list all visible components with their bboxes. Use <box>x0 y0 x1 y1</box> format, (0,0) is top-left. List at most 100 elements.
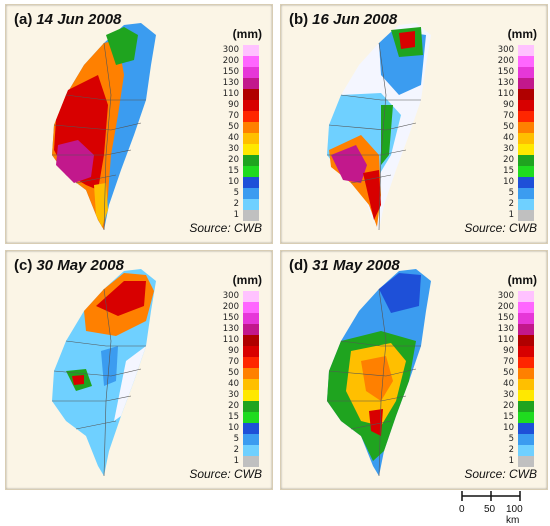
legend-row: 1 <box>215 210 259 221</box>
legend-swatch <box>243 78 259 89</box>
legend-row: 40 <box>490 379 534 390</box>
legend-swatch <box>243 401 259 412</box>
legend-level-label: 130 <box>222 324 239 334</box>
legend-level-label: 20 <box>503 401 514 411</box>
scale-bar: 0 50 100 km <box>458 488 528 526</box>
legend-row: 90 <box>215 346 259 357</box>
county-lines-d <box>327 288 421 477</box>
legend-swatch <box>243 166 259 177</box>
legend-row: 200 <box>490 302 534 313</box>
legend-row: 2 <box>490 199 534 210</box>
legend-row: 90 <box>490 100 534 111</box>
legend-level-label: 150 <box>497 67 514 77</box>
legend-swatch <box>243 379 259 390</box>
legend-row: 130 <box>490 78 534 89</box>
legend-swatch <box>518 89 534 100</box>
rainfall-map-a <box>52 23 156 231</box>
legend-row: 15 <box>215 412 259 423</box>
legend-swatch <box>243 199 259 210</box>
legend-level-label: 2 <box>233 445 239 455</box>
legend-row: 50 <box>215 122 259 133</box>
legend-swatch <box>243 111 259 122</box>
legend-level-label: 90 <box>503 346 514 356</box>
legend-swatch <box>518 100 534 111</box>
legend-row: 2 <box>215 445 259 456</box>
legend-swatch <box>243 335 259 346</box>
source-label-b: Source: CWB <box>464 221 537 235</box>
legend-swatch <box>518 401 534 412</box>
legend-swatch <box>243 445 259 456</box>
legend-swatch <box>243 346 259 357</box>
panel-title-d: (d) 31 May 2008 <box>289 257 400 274</box>
taiwan-island-a <box>52 23 156 230</box>
legend-row: 70 <box>215 357 259 368</box>
legend-row: 30 <box>490 144 534 155</box>
legend-level-label: 15 <box>503 166 514 176</box>
legend-row: 5 <box>490 434 534 445</box>
legend-row: 110 <box>490 89 534 100</box>
legend-level-label: 300 <box>222 291 239 301</box>
legend-row: 1 <box>215 456 259 467</box>
panel-b: (b) 16 Jun 2008 (mm) 300 200 150 130 110 90 70 5… <box>280 4 548 244</box>
scale-label-100: 100 km <box>506 504 523 526</box>
legend-row: 50 <box>215 368 259 379</box>
legend-level-label: 150 <box>497 313 514 323</box>
legend-swatch <box>518 423 534 434</box>
legend-swatch <box>518 133 534 144</box>
legend-row: 2 <box>490 445 534 456</box>
panel-tag-d: (d) <box>289 257 309 274</box>
legend-swatch <box>518 78 534 89</box>
legend-row: 70 <box>490 357 534 368</box>
legend-level-label: 2 <box>508 445 514 455</box>
legend-row: 5 <box>490 188 534 199</box>
legend-row: 20 <box>215 155 259 166</box>
legend-level-label: 70 <box>503 111 514 121</box>
legend-swatch <box>243 56 259 67</box>
panel-date-a: 14 Jun 2008 <box>36 11 122 28</box>
legend-row: 20 <box>215 401 259 412</box>
legend-level-label: 20 <box>228 155 239 165</box>
legend-row: 300 <box>490 45 534 56</box>
legend-level-label: 110 <box>222 89 239 99</box>
legend-row: 5 <box>215 434 259 445</box>
legend-row: 300 <box>215 45 259 56</box>
legend-swatch <box>518 357 534 368</box>
legend-level-label: 90 <box>228 346 239 356</box>
scale-label-50: 50 <box>484 504 496 515</box>
legend-swatch <box>518 456 534 467</box>
legend-level-label: 15 <box>228 166 239 176</box>
legend-row: 150 <box>490 313 534 324</box>
legend-row: 15 <box>490 166 534 177</box>
legend-swatch <box>518 166 534 177</box>
legend-swatch <box>243 188 259 199</box>
legend-level-label: 50 <box>503 368 514 378</box>
legend-row: 130 <box>215 324 259 335</box>
legend-row: 40 <box>490 133 534 144</box>
legend-swatch <box>518 210 534 221</box>
legend-level-label: 150 <box>222 313 239 323</box>
legend-row: 300 <box>490 291 534 302</box>
legend-row: 30 <box>215 144 259 155</box>
legend-row: 150 <box>215 313 259 324</box>
legend-level-label: 5 <box>233 434 239 444</box>
rainfall-map-d <box>327 269 431 477</box>
legend-level-label: 70 <box>228 111 239 121</box>
legend-swatch <box>518 45 534 56</box>
legend-level-label: 40 <box>228 379 239 389</box>
legend-row: 150 <box>490 67 534 78</box>
legend-swatch <box>518 56 534 67</box>
legend-level-label: 200 <box>497 56 514 66</box>
legend-row: 200 <box>215 302 259 313</box>
color-legend-a: 300 200 150 130 110 90 70 50 40 30 20 15 10 5 2 1 <box>215 45 259 221</box>
legend-level-label: 110 <box>497 89 514 99</box>
taiwan-island-c <box>52 269 156 476</box>
legend-swatch <box>243 423 259 434</box>
legend-level-label: 20 <box>503 155 514 165</box>
source-label-d: Source: CWB <box>464 467 537 481</box>
legend-level-label: 70 <box>228 357 239 367</box>
taiwan-island-b <box>327 23 431 230</box>
legend-level-label: 5 <box>508 188 514 198</box>
legend-level-label: 20 <box>228 401 239 411</box>
legend-swatch <box>518 122 534 133</box>
legend-level-label: 200 <box>222 302 239 312</box>
